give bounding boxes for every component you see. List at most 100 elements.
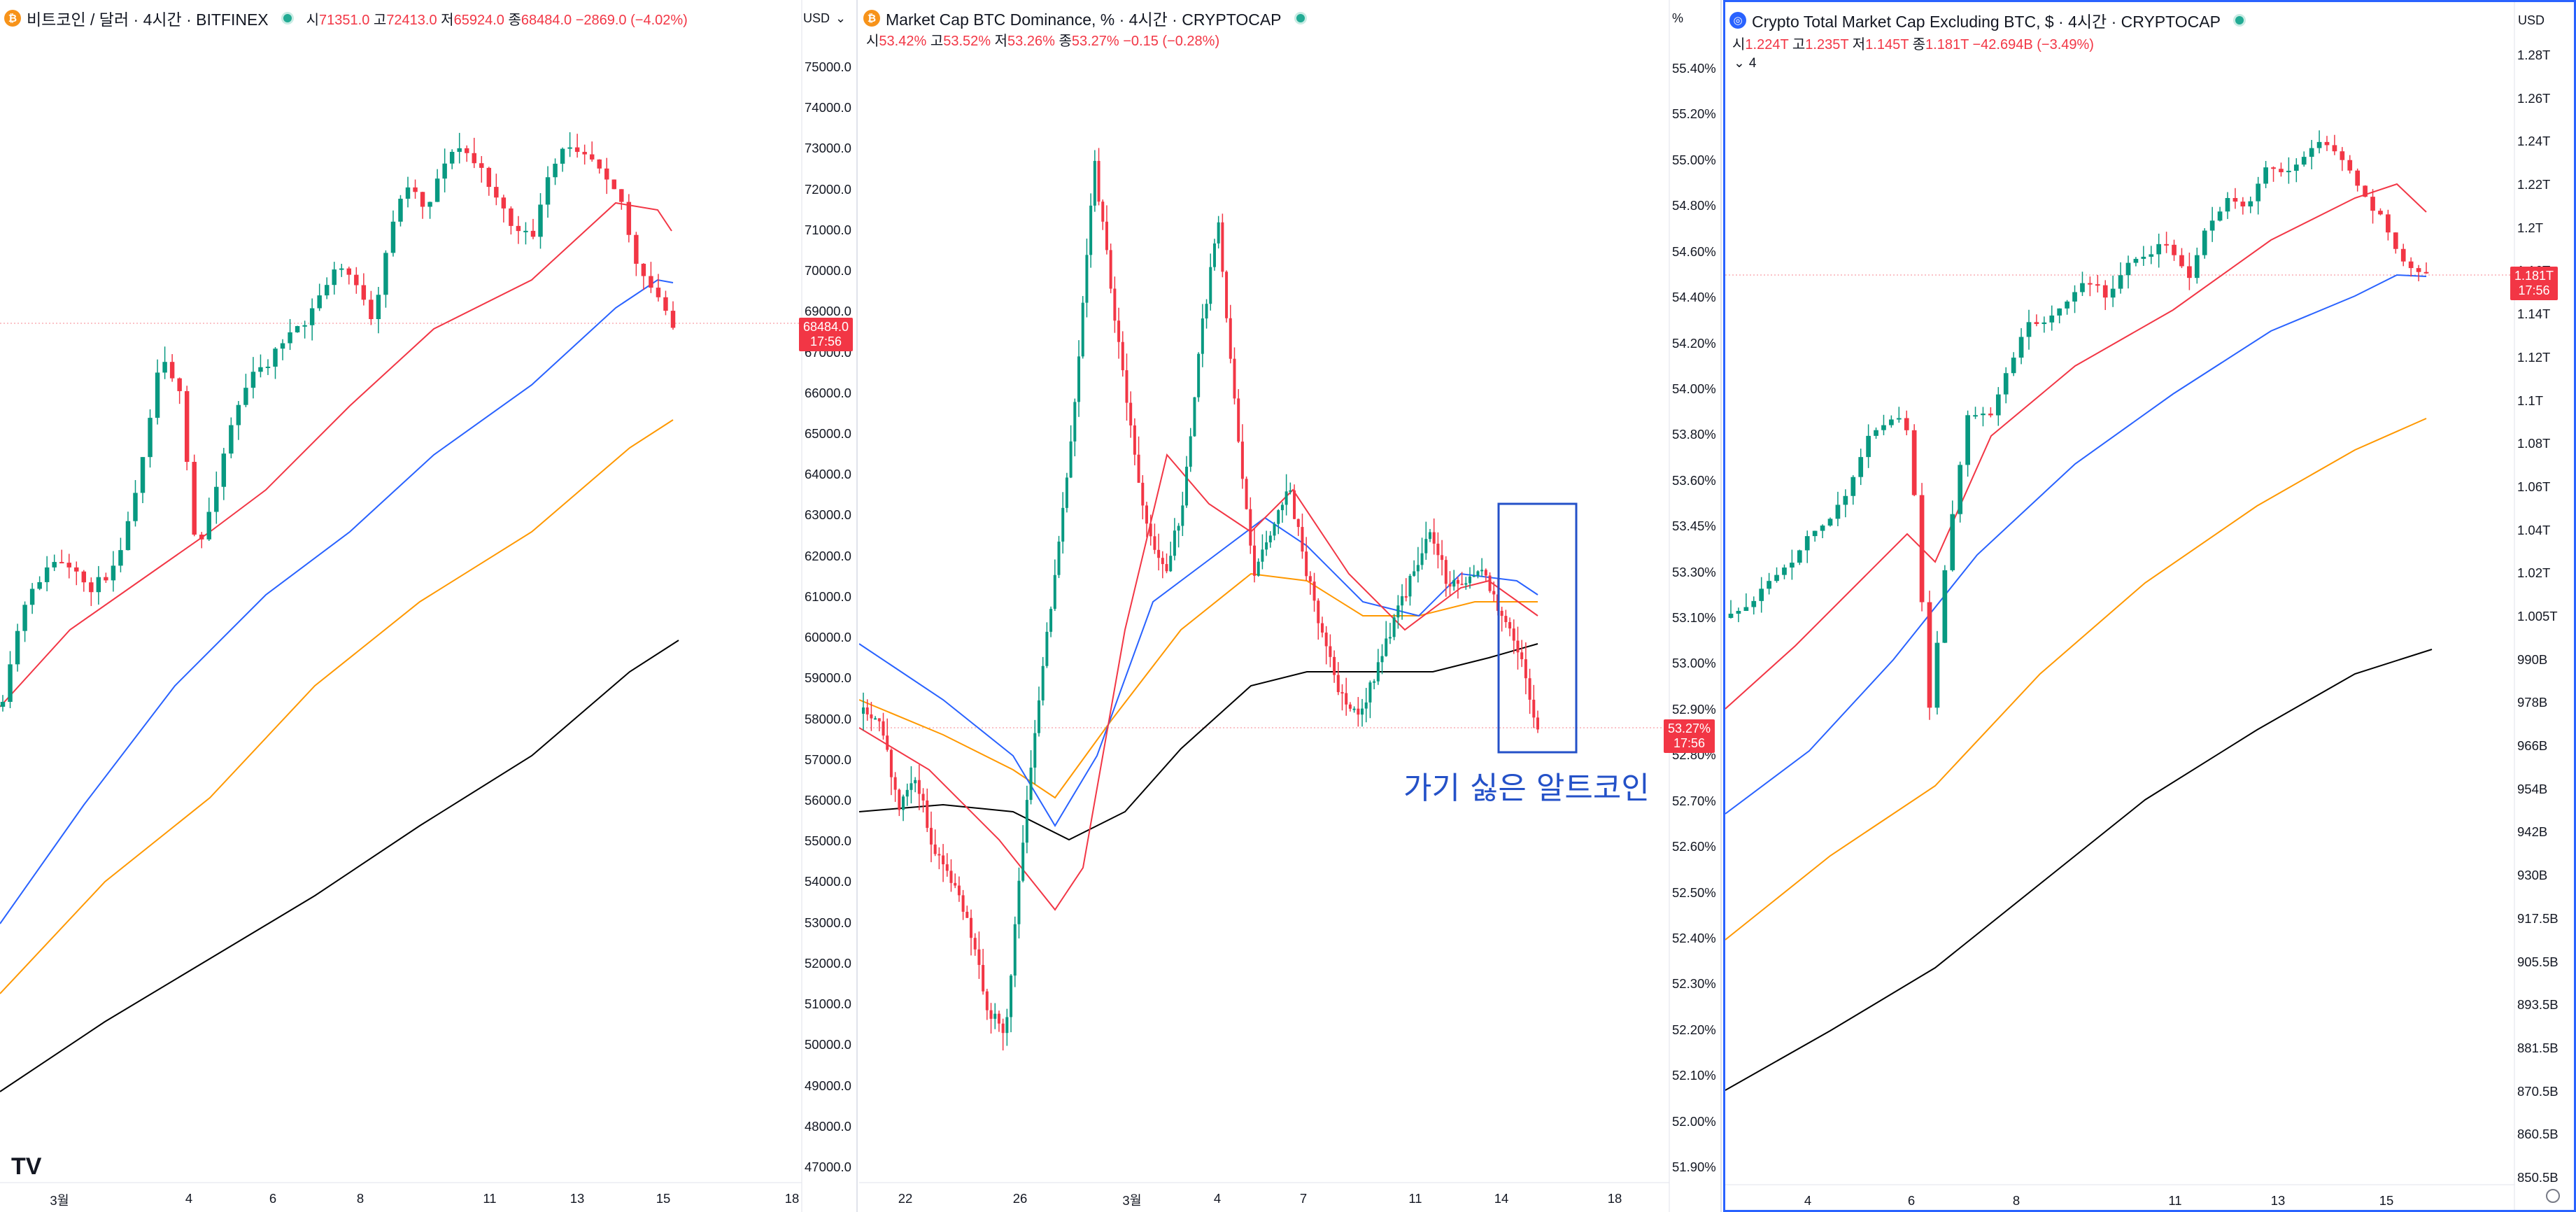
- candle-body: [902, 796, 905, 810]
- candle-body: [2156, 244, 2162, 255]
- price-axis-label: 72000.0: [805, 181, 851, 197]
- candle-body: [2209, 220, 2215, 231]
- tradingview-logo-icon[interactable]: TV: [11, 1153, 42, 1180]
- candle-body: [1049, 609, 1053, 632]
- candle-body: [2179, 255, 2184, 267]
- candle-body: [1141, 482, 1145, 506]
- symbol-title[interactable]: Market Cap BTC Dominance, % · 4시간 · CRYP…: [886, 10, 1282, 29]
- price-chart-btc-dominance[interactable]: [859, 0, 1722, 1212]
- candle-body: [2080, 283, 2085, 293]
- candle-body: [2332, 145, 2337, 152]
- candle-body: [324, 285, 330, 296]
- candle-body: [1173, 530, 1176, 556]
- candle-body: [1385, 638, 1388, 656]
- candle-body: [582, 152, 587, 155]
- time-axis-label: 8: [356, 1191, 365, 1206]
- price-axis-label: 54.80%: [1672, 198, 1716, 213]
- candle-body: [169, 362, 175, 379]
- chart-pane-btcusd[interactable]: ₿ 비트코인 / 달러 · 4시간 · BITFINEX 시71351.0 고7…: [0, 0, 858, 1212]
- candle-body: [1416, 565, 1420, 572]
- candle-body: [1456, 579, 1459, 584]
- candle-body: [945, 864, 949, 871]
- candle-body: [2095, 284, 2100, 286]
- candle-body: [877, 718, 881, 721]
- currency-selector[interactable]: USD: [2518, 13, 2545, 27]
- price-axis-label: 942B: [2517, 824, 2548, 840]
- market-status-icon[interactable]: [2232, 14, 2246, 27]
- candle-body: [2110, 288, 2116, 298]
- price-axis-label: 917.5B: [2517, 910, 2559, 926]
- candle-body: [1981, 414, 1986, 416]
- time-axis-label: 18: [1607, 1191, 1622, 1206]
- candle-body: [1308, 576, 1312, 582]
- candle-body: [405, 187, 411, 199]
- crypto-index-icon: ◎: [1729, 12, 1746, 29]
- annotation-text[interactable]: 가기 싫은 알트코인: [1403, 770, 1650, 806]
- price-axis-label: 52.60%: [1672, 839, 1716, 854]
- chart-pane-btc-dominance[interactable]: ₿ Market Cap BTC Dominance, % · 4시간 · CR…: [859, 0, 1722, 1212]
- candle-body: [870, 714, 873, 719]
- candle-body: [1743, 607, 1749, 612]
- unit-selector[interactable]: %: [1672, 10, 1684, 25]
- candle-body: [1866, 435, 1871, 458]
- candle-body: [457, 148, 462, 153]
- ma-slow-line: [859, 572, 1538, 799]
- candle-body: [1177, 526, 1180, 531]
- price-axis-label: 954B: [2517, 781, 2548, 796]
- candle-body: [361, 285, 367, 300]
- price-axis-label: 48000.0: [805, 1118, 851, 1134]
- candle-body: [1217, 222, 1220, 244]
- chart-pane-total2[interactable]: ◎ Crypto Total Market Cap Excluding BTC,…: [1723, 0, 2576, 1212]
- annotation-box: [1497, 502, 1578, 754]
- candle-body: [1361, 708, 1364, 715]
- price-axis-label: 52000.0: [805, 955, 851, 971]
- candle-body: [280, 343, 285, 349]
- candle-body: [926, 800, 929, 829]
- market-status-icon[interactable]: [1294, 12, 1307, 24]
- candle-body: [954, 882, 957, 886]
- market-status-icon[interactable]: [281, 12, 294, 24]
- candle-body: [1472, 575, 1475, 577]
- ma-long-line: [1725, 649, 2433, 1091]
- price-chart-btcusd[interactable]: [0, 0, 858, 1212]
- candle-body: [2393, 232, 2398, 249]
- candle-body: [1488, 575, 1492, 591]
- price-axis-label: 53.00%: [1672, 656, 1716, 671]
- candle-body: [2324, 141, 2330, 146]
- candle-body: [442, 163, 447, 179]
- currency-selector[interactable]: USD ⌄: [803, 10, 847, 25]
- candle-body: [22, 605, 27, 631]
- candle-body: [44, 567, 50, 582]
- candle-body: [309, 308, 315, 325]
- candle-body: [937, 854, 941, 856]
- price-chart-total2[interactable]: [1725, 2, 2574, 1210]
- price-axis-label: 966B: [2517, 738, 2548, 754]
- candle-body: [354, 274, 359, 286]
- candle-body: [104, 577, 108, 581]
- candle-body: [1257, 561, 1260, 576]
- candle-body: [1105, 221, 1108, 251]
- price-axis-label: 1.1T: [2517, 393, 2544, 408]
- symbol-title[interactable]: Crypto Total Market Cap Excluding BTC, $…: [1752, 13, 2221, 31]
- candle-body: [2041, 322, 2047, 325]
- price-axis-label: 49000.0: [805, 1078, 851, 1093]
- price-axis-label: 55.20%: [1672, 106, 1716, 122]
- price-axis-label: 1.24T: [2517, 134, 2551, 149]
- candle-body: [1273, 523, 1276, 536]
- settings-icon[interactable]: [2546, 1189, 2560, 1203]
- candle-body: [1277, 510, 1280, 524]
- price-axis-label: 1.28T: [2517, 48, 2551, 62]
- bitcoin-icon: ₿: [863, 10, 880, 27]
- candle-body: [2118, 275, 2123, 289]
- candle-body: [1934, 642, 1940, 708]
- candle-body: [917, 780, 921, 794]
- price-axis-label: 51.90%: [1672, 1160, 1716, 1174]
- candle-body: [957, 885, 961, 896]
- candle-body: [258, 367, 263, 372]
- symbol-title[interactable]: 비트코인 / 달러 · 4시간 · BITFINEX: [27, 10, 269, 29]
- candle-body: [1089, 205, 1093, 255]
- candle-body: [1528, 678, 1531, 700]
- candle-body: [1965, 415, 1970, 465]
- candle-body: [1408, 575, 1412, 597]
- indicators-toggle-button[interactable]: ⌄ 4: [1734, 55, 1757, 71]
